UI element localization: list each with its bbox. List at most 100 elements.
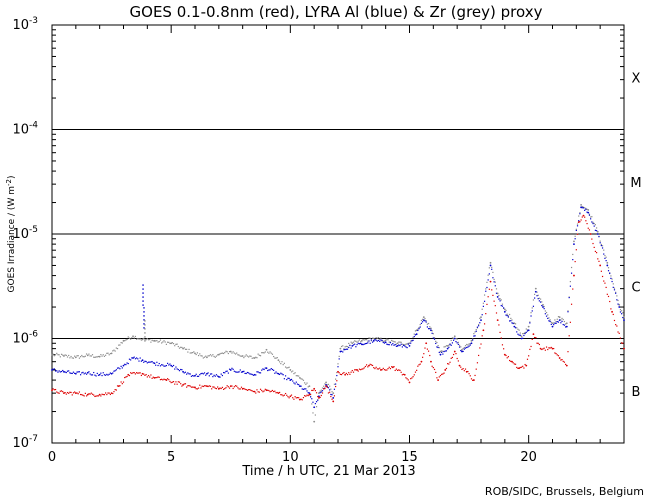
- series-dot: [531, 338, 533, 340]
- series-dot: [560, 319, 562, 321]
- series-dot: [71, 394, 73, 396]
- series-dot: [69, 357, 71, 359]
- series-dot: [433, 337, 436, 339]
- series-dot: [590, 218, 592, 220]
- series-dot: [76, 392, 78, 394]
- series-dot: [304, 395, 306, 397]
- series-dot: [120, 365, 122, 367]
- series-dot: [143, 361, 145, 363]
- series-dot: [587, 227, 589, 229]
- series-dot: [413, 333, 415, 335]
- series-dot: [162, 379, 164, 381]
- series-dot: [529, 321, 531, 323]
- series-dot: [613, 287, 616, 289]
- series-dot: [371, 341, 374, 343]
- data-point: [339, 350, 342, 353]
- series-dot: [407, 342, 409, 344]
- series-dot: [458, 344, 461, 346]
- series-dot: [212, 354, 214, 356]
- series-dot: [64, 354, 66, 356]
- series-dot: [197, 354, 200, 357]
- series-dot: [264, 388, 266, 390]
- series-dot: [555, 321, 557, 323]
- series-dot: [293, 373, 295, 375]
- series-dot: [491, 266, 493, 268]
- data-point: [74, 356, 77, 359]
- data-point: [446, 347, 449, 350]
- series-dot: [85, 395, 88, 397]
- series-dot: [101, 374, 103, 377]
- x-axis-label: Time / h UTC, 21 Mar 2013: [241, 464, 415, 479]
- series-dot: [234, 353, 237, 355]
- series-dot: [280, 363, 282, 365]
- series-dot: [280, 394, 282, 396]
- data-point: [437, 379, 439, 381]
- series-dot: [598, 260, 600, 262]
- series-dot: [224, 351, 226, 354]
- series-dot: [418, 364, 420, 366]
- series-dot: [457, 343, 459, 345]
- series-dot: [330, 395, 332, 398]
- series-dot: [491, 268, 493, 270]
- series-dot: [102, 393, 104, 396]
- series-dot: [593, 225, 595, 227]
- series-dot: [199, 374, 201, 376]
- series-dot: [424, 317, 426, 320]
- series-dot: [412, 339, 414, 341]
- data-point: [396, 344, 399, 347]
- series-dot: [137, 372, 139, 374]
- series-dot: [279, 391, 281, 394]
- data-point: [403, 373, 406, 376]
- series-dot: [181, 385, 183, 387]
- series-dot: [449, 343, 451, 346]
- series-dot: [395, 345, 397, 347]
- series-dot: [306, 382, 308, 384]
- flare-class-X: X: [632, 71, 641, 86]
- data-point: [98, 355, 101, 358]
- series-dot: [57, 392, 59, 394]
- series-dot: [405, 343, 407, 345]
- series-dot: [517, 333, 519, 335]
- series-dot: [190, 375, 193, 377]
- data-point: [51, 389, 53, 392]
- series-dot: [510, 360, 512, 362]
- series-dot: [163, 378, 165, 380]
- x-tick-label: 20: [520, 450, 537, 465]
- data-point: [482, 329, 485, 332]
- series-dot: [383, 340, 386, 342]
- series-dot: [288, 377, 290, 380]
- data-point: [520, 337, 523, 340]
- series-dot: [363, 343, 365, 345]
- series-dot: [116, 385, 119, 387]
- series-dot: [187, 385, 189, 387]
- series-dot: [77, 393, 79, 395]
- series-dot: [467, 370, 469, 373]
- data-point: [298, 398, 301, 401]
- series-dot: [275, 392, 277, 394]
- series-dot: [621, 310, 623, 312]
- series-dot: [256, 357, 258, 359]
- series-dot: [215, 374, 218, 376]
- series-dot: [150, 361, 152, 363]
- series-dot: [375, 366, 377, 368]
- data-point: [206, 356, 208, 359]
- series-dot: [538, 300, 540, 302]
- series-dot: [246, 371, 249, 374]
- series-dot: [232, 351, 234, 353]
- series-dot: [534, 293, 536, 296]
- series-dot: [376, 340, 378, 342]
- series-dot: [147, 339, 150, 341]
- series-dot: [68, 370, 70, 372]
- series-dot: [175, 381, 177, 383]
- series-dot: [611, 278, 613, 280]
- series-dot: [301, 378, 303, 380]
- series-dot: [307, 386, 309, 388]
- series-dot: [557, 321, 560, 323]
- series-dot: [444, 350, 446, 352]
- series-dot: [451, 342, 453, 344]
- series-dot: [475, 368, 477, 370]
- series-dot: [461, 368, 463, 371]
- series-dot: [155, 377, 157, 379]
- series-dot: [456, 338, 458, 340]
- series-dot: [264, 351, 266, 353]
